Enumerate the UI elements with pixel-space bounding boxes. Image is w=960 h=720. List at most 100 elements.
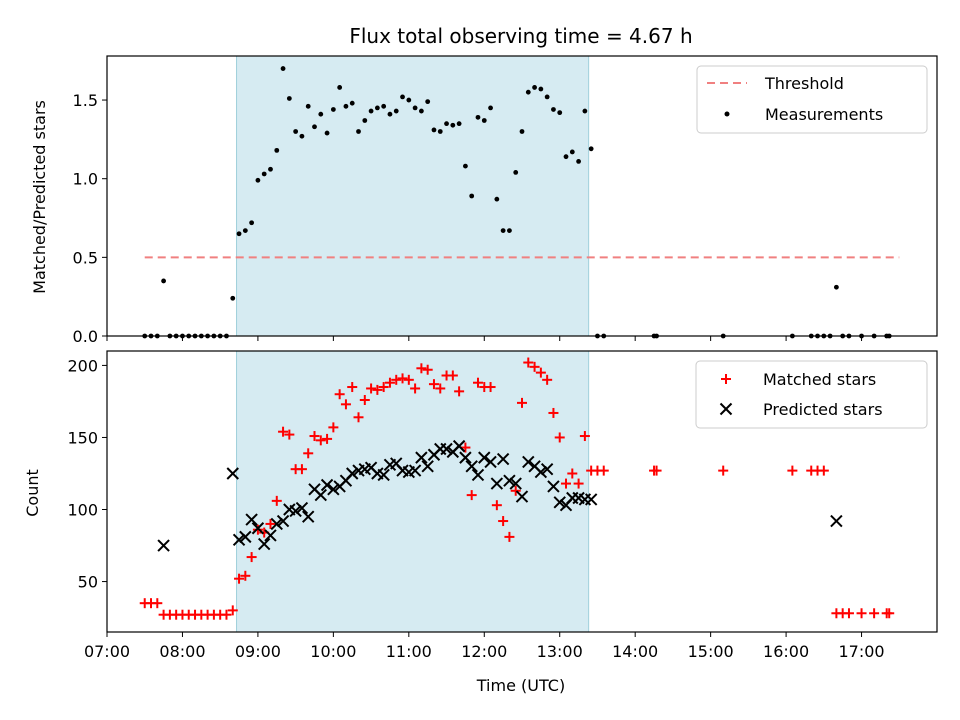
matched-star-point	[542, 374, 553, 385]
cross-stroke-b	[371, 467, 384, 480]
measurement-point	[469, 193, 475, 199]
predicted-star-point	[440, 442, 453, 456]
measurement-point	[387, 111, 393, 117]
predicted-star-point	[415, 451, 428, 464]
measurement-point	[563, 154, 569, 160]
cross-stroke-b	[302, 510, 315, 523]
measurement-point	[507, 228, 512, 234]
cross-stroke-b	[490, 477, 504, 490]
matched-star-point	[573, 478, 584, 489]
matched-star-point	[535, 367, 546, 378]
cross-stroke-b	[257, 537, 271, 551]
matched-star-point	[428, 379, 439, 390]
x-tick-label: 17:00	[838, 642, 884, 661]
predicted-star-point	[289, 504, 302, 518]
matched-star-point	[328, 422, 339, 433]
cross-stroke-b	[408, 464, 422, 477]
cross-stroke-b	[232, 533, 246, 546]
measurement-point	[161, 278, 166, 284]
predicted-star-point	[534, 465, 548, 479]
y-tick-label: 1.5	[73, 91, 98, 110]
measurement-point	[519, 129, 525, 134]
matched-star-point	[869, 608, 880, 619]
measurement-point	[324, 130, 330, 136]
matched-legend-swatch	[721, 374, 731, 384]
matched-star-point	[403, 374, 414, 385]
cross-stroke-b	[584, 493, 598, 506]
cross-stroke-b	[528, 460, 541, 473]
predicted-star-point	[257, 537, 271, 551]
measurement-point	[356, 129, 361, 134]
top-observing-span	[236, 55, 590, 337]
y-tick-label: 1.0	[73, 170, 98, 189]
matched-star-point	[718, 465, 729, 476]
predicted-star-point	[270, 517, 283, 531]
matched-star-point	[315, 435, 326, 446]
x-tick-label: 10:00	[310, 642, 356, 661]
measurement-point	[488, 105, 493, 111]
cross-stroke-b	[496, 452, 510, 466]
matched-star-point	[466, 490, 477, 501]
measurement-point	[286, 96, 292, 101]
predicted-star-point	[496, 452, 510, 466]
cross-stroke-b	[270, 517, 283, 531]
bottom-y-axis-title: Count	[23, 469, 42, 517]
predicted-star-point	[226, 467, 239, 480]
predicted-star-point	[503, 474, 516, 487]
predicted-star-point	[314, 488, 327, 502]
cross-stroke-b	[314, 488, 327, 502]
cross-stroke-b	[320, 478, 334, 492]
matched-star-point	[252, 524, 263, 535]
predicted-legend-marker	[719, 402, 733, 416]
measurement-point	[412, 105, 418, 111]
matched-star-point	[472, 377, 483, 388]
matched-star-point	[227, 605, 238, 616]
matched-star-point	[322, 433, 333, 444]
cross-stroke-b	[295, 501, 309, 515]
measurement-point	[576, 158, 581, 164]
predicted-star-point	[264, 529, 277, 542]
cross-stroke-b	[346, 467, 359, 480]
predicted-legend-swatch	[719, 402, 733, 416]
bottom-observing-span	[236, 350, 590, 633]
cross-stroke-b	[157, 539, 170, 552]
measurement-point	[569, 149, 575, 155]
measurement-point	[425, 99, 431, 105]
measurement-point	[330, 107, 336, 112]
measurement-point	[500, 228, 506, 234]
measurement-point	[456, 121, 462, 127]
y-tick-label: 150	[67, 428, 98, 447]
cross-stroke-b	[553, 496, 566, 509]
matched-star-point	[353, 412, 364, 423]
predicted-star-point	[320, 478, 334, 492]
predicted-star-point	[484, 455, 497, 469]
measurement-point	[494, 196, 500, 202]
cross-stroke-b	[478, 451, 491, 464]
cross-stroke-b	[540, 462, 554, 476]
predicted-star-point	[490, 477, 504, 490]
measurement-point	[293, 129, 299, 134]
cross-stroke-b	[503, 474, 516, 487]
predicted-star-point	[509, 477, 522, 490]
cross-stroke-b	[465, 460, 478, 473]
measurement-point	[513, 170, 519, 175]
matched-star-point	[818, 465, 829, 476]
matched-star-point	[359, 394, 370, 405]
x-tick-label: 14:00	[612, 642, 658, 661]
measurement-point	[268, 166, 273, 172]
matched-star-point	[372, 384, 383, 395]
bottom-y-ticks: 50 100 150 200	[67, 356, 107, 592]
matched-star-point	[278, 426, 289, 437]
matched-star-point	[240, 570, 251, 581]
measurement-point	[532, 85, 537, 90]
measurement-point	[525, 89, 531, 95]
measurement-point	[349, 100, 355, 106]
matched-star-point	[397, 373, 408, 384]
measurement-point	[255, 177, 261, 183]
matched-star-point	[856, 608, 867, 619]
cross-stroke-b	[719, 402, 733, 416]
y-tick-label: 0.5	[73, 248, 98, 267]
predicted-legend-label: Predicted stars	[763, 400, 883, 419]
measurement-point	[481, 118, 487, 123]
measurement-point	[318, 111, 324, 117]
